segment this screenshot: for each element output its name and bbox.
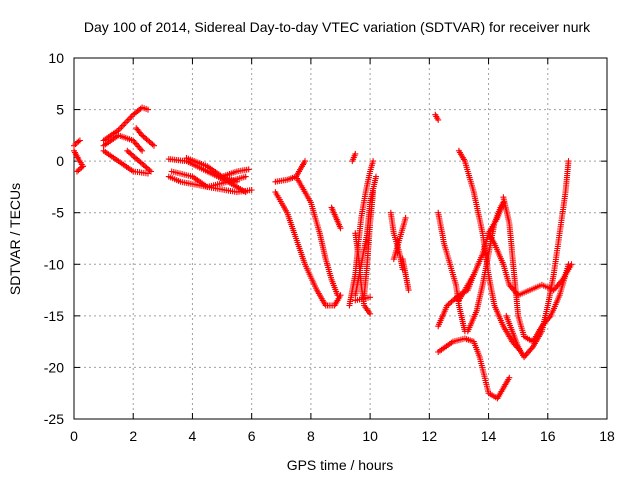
data-point (527, 346, 534, 353)
data-point (76, 137, 83, 144)
series-s26 (399, 256, 412, 294)
x-tick-label: 14 (481, 428, 497, 444)
data-point (233, 178, 240, 185)
series-s25 (390, 214, 409, 263)
y-tick-label: -15 (44, 308, 64, 324)
series-s7 (124, 147, 154, 175)
series-s8 (133, 125, 157, 149)
data-point (370, 189, 377, 196)
data-point (79, 163, 86, 170)
data-point (367, 294, 374, 301)
x-tick-label: 4 (189, 428, 197, 444)
data-point (137, 146, 144, 153)
series-s27 (432, 111, 442, 123)
series-s18 (349, 150, 359, 165)
data-point (127, 150, 134, 157)
series-s32 (464, 199, 507, 335)
data-point (142, 163, 149, 170)
series-s23 (361, 189, 377, 299)
data-point (508, 284, 515, 291)
x-tick-label: 16 (540, 428, 556, 444)
series-s30 (435, 335, 513, 402)
data-point (242, 173, 249, 180)
data-point (447, 300, 454, 306)
y-tick-label: -5 (52, 205, 65, 221)
series-s15 (293, 173, 341, 299)
series-s1 (71, 137, 83, 149)
y-tick-label: -20 (44, 359, 64, 375)
y-tick-label: -25 (44, 411, 64, 427)
x-tick-label: 18 (599, 428, 615, 444)
x-tick-label: 8 (307, 428, 315, 444)
series-s11 (165, 173, 249, 190)
data-point (565, 261, 572, 268)
x-tick-label: 2 (129, 428, 137, 444)
x-tick-label: 12 (422, 428, 438, 444)
grid (74, 58, 607, 419)
series-s14 (272, 158, 308, 185)
series-s28 (435, 209, 468, 335)
data-point (565, 158, 572, 165)
y-tick-label: 10 (48, 50, 64, 66)
data-point (402, 214, 409, 221)
data-point (145, 106, 151, 113)
plot-frame (73, 57, 608, 420)
data-point (367, 310, 374, 317)
series-s17 (328, 204, 344, 232)
data-point (506, 374, 513, 381)
data-point (337, 225, 344, 232)
y-tick-label: 5 (56, 102, 64, 118)
series-s22 (352, 294, 374, 304)
data-point (151, 142, 157, 149)
data-point (302, 158, 308, 165)
data-point (405, 287, 412, 294)
data-point (435, 116, 442, 123)
series-s4 (100, 104, 151, 144)
series-s35 (503, 158, 572, 361)
series-s13 (219, 166, 252, 180)
y-axis-label: SDTVAR / TECUs (7, 183, 23, 295)
chart-title: Day 100 of 2014, Sidereal Day-to-day VTE… (84, 19, 591, 35)
data-points (71, 104, 575, 402)
y-tick-label: 0 (56, 153, 64, 169)
series-s6 (100, 132, 146, 154)
x-tick-label: 0 (70, 428, 78, 444)
data-point (370, 158, 377, 165)
series-s33 (485, 230, 575, 299)
series-s20 (346, 158, 377, 309)
y-tick-label: -10 (44, 256, 64, 272)
data-point (337, 292, 344, 299)
series-s16 (272, 189, 344, 309)
series-s5 (100, 147, 151, 177)
axis-ticks: 0 2 4 6 8 10 12 14 16 18 -25 -20 -15 -10 -5 0 5 10 (44, 50, 615, 444)
data-point (248, 187, 255, 193)
x-tick-label: 10 (362, 428, 378, 444)
data-point (245, 166, 252, 173)
data-point (470, 271, 477, 278)
data-point (148, 168, 154, 175)
series-s36 (455, 271, 477, 304)
data-point (142, 134, 149, 141)
data-point (139, 147, 146, 154)
data-point (373, 173, 379, 180)
series-s3 (74, 163, 86, 175)
data-point (352, 150, 359, 157)
x-tick-label: 6 (248, 428, 256, 444)
x-axis-label: GPS time / hours (287, 457, 394, 473)
data-point (74, 168, 80, 175)
